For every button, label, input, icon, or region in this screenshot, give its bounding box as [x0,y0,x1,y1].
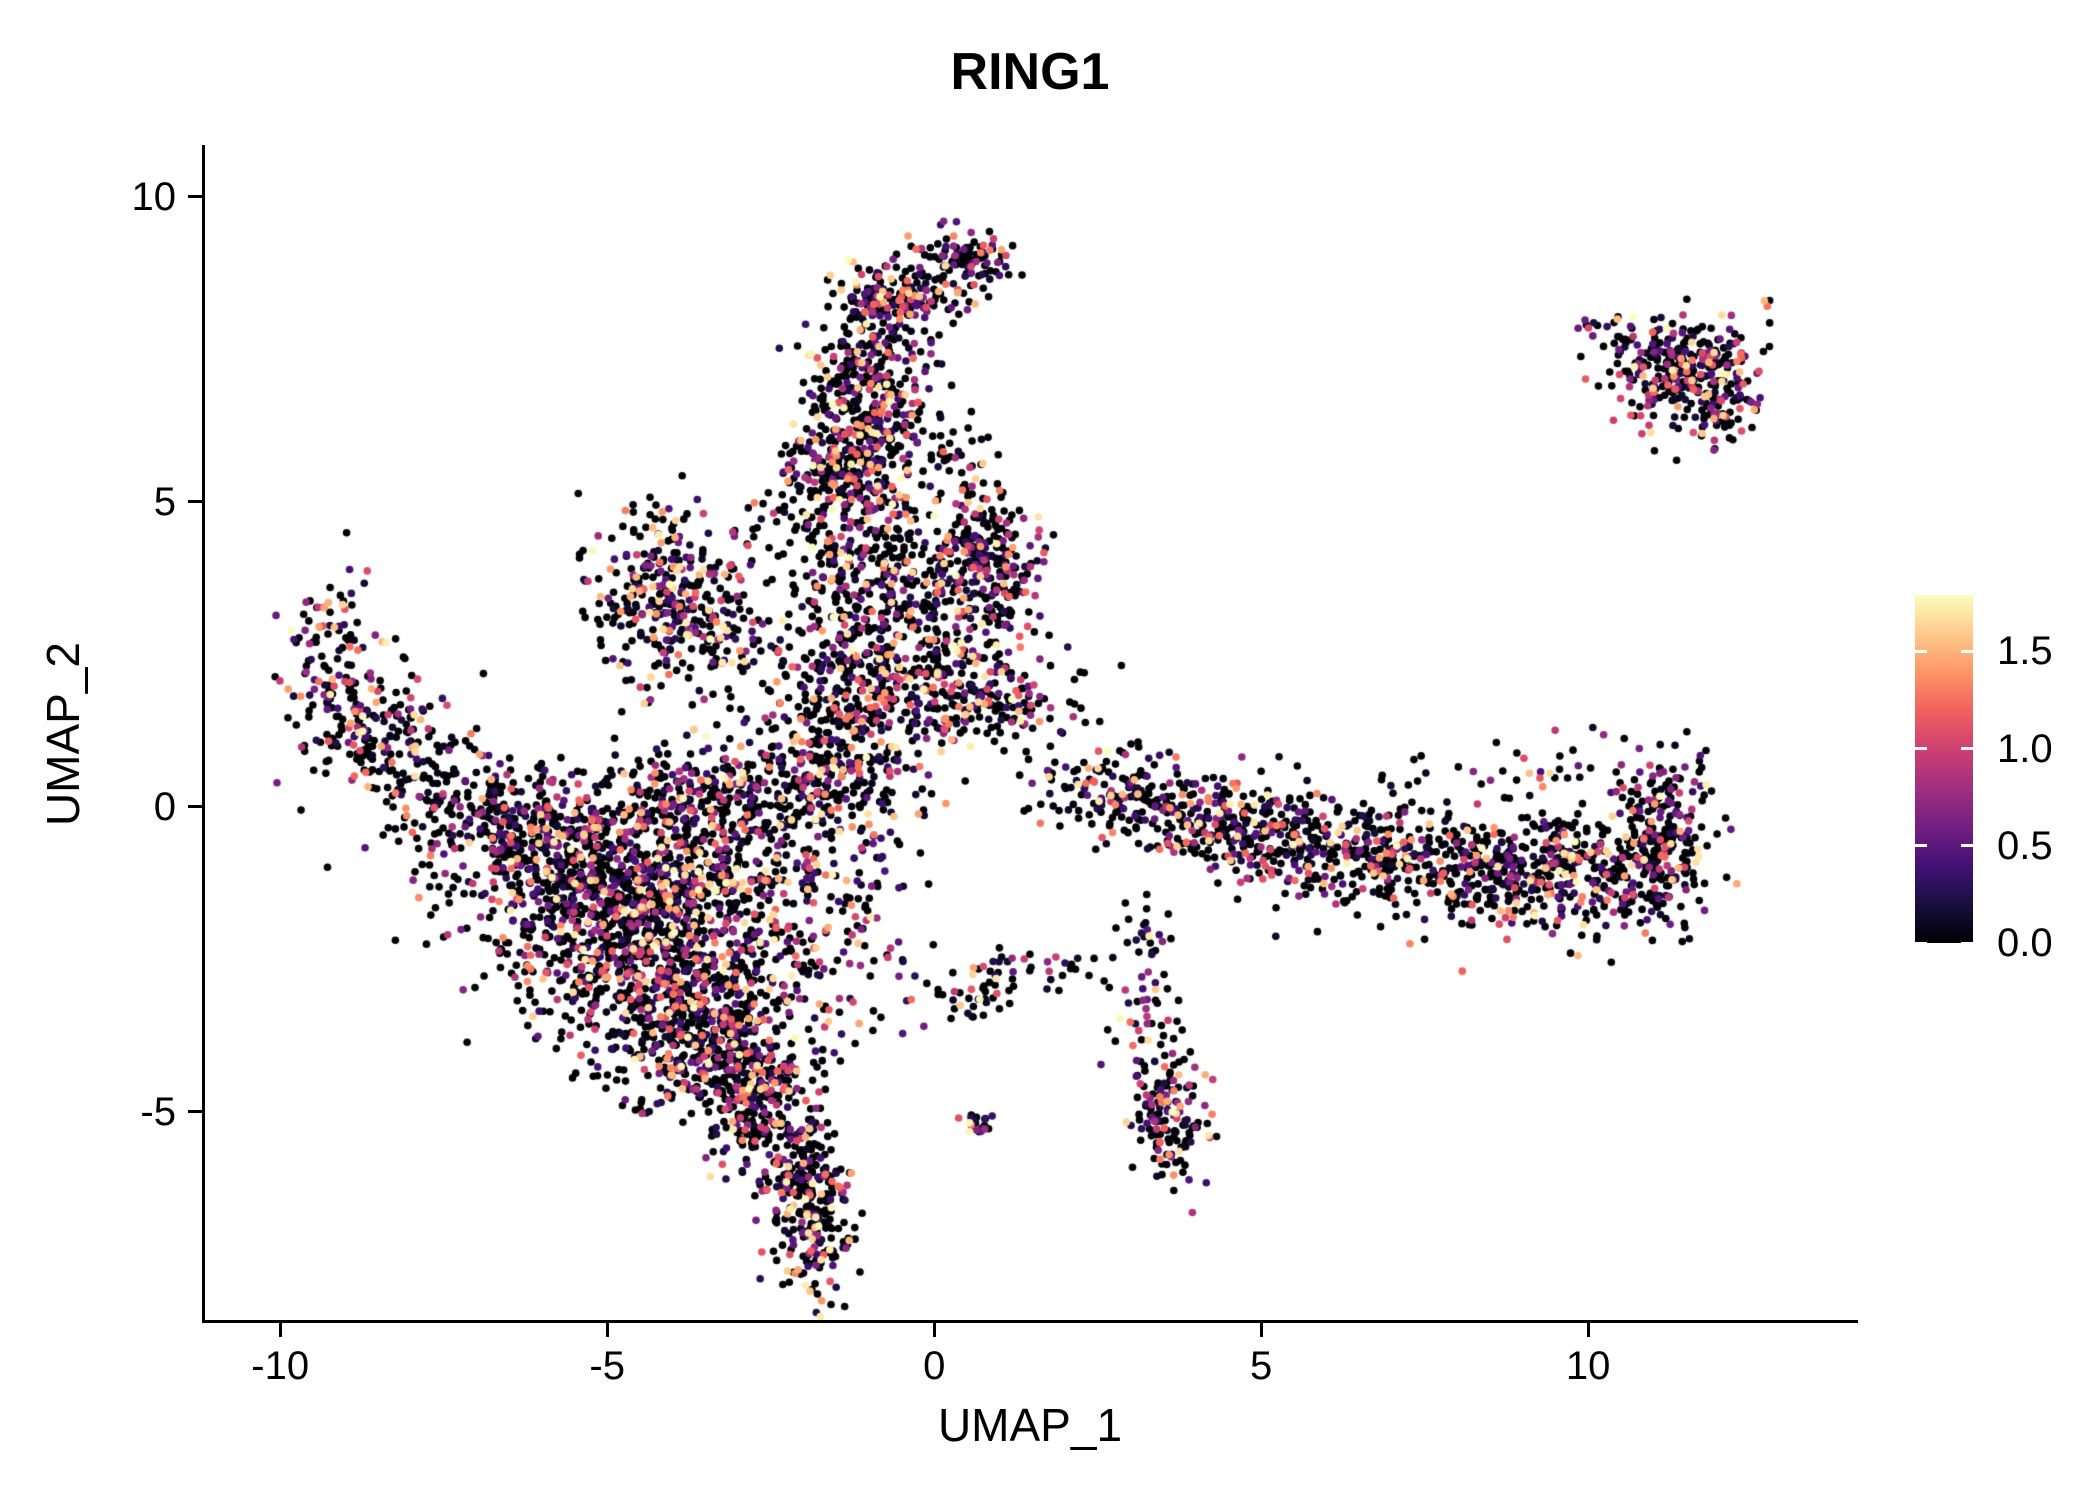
x-axis-label: UMAP_1 [937,1399,1123,1451]
colorbar-tick-label: 1.5 [1997,629,2053,674]
y-tick-label: -5 [140,1089,176,1134]
x-tick [278,1323,282,1337]
x-tick-label: 5 [1250,1344,1273,1388]
y-tick-label: 5 [153,479,176,524]
x-tick-label: -10 [251,1344,310,1388]
colorbar-tick [1961,747,1973,751]
scatter-canvas [205,145,1855,1320]
colorbar-tick-label: 0.5 [1997,823,2053,868]
colorbar [1915,595,1973,943]
y-axis-line [202,145,205,1323]
y-tick-label: 10 [131,174,177,219]
x-tick-label: 0 [923,1344,946,1388]
x-tick-label: 10 [1565,1344,1611,1388]
y-tick [188,500,202,504]
x-tick [605,1323,609,1337]
colorbar-tick-label: 1.0 [1997,726,2053,771]
x-axis-line [202,1320,1858,1323]
x-tick [932,1323,936,1337]
chart-title: RING1 [950,43,1110,101]
y-tick [188,1110,202,1114]
colorbar-tick [1961,844,1973,848]
colorbar-tick-label: 0.0 [1997,921,2053,965]
y-tick [188,805,202,809]
colorbar-tick [1915,649,1927,653]
x-tick [1586,1323,1590,1337]
x-tick-label: -5 [589,1344,625,1388]
colorbar-tick [1915,844,1927,848]
colorbar-tick [1915,747,1927,751]
x-tick [1259,1323,1263,1337]
colorbar-tick [1961,649,1973,653]
y-axis-label: UMAP_2 [37,641,89,827]
y-tick [188,195,202,199]
colorbar-tick [1915,941,1927,945]
colorbar-tick [1961,941,1973,945]
y-tick-label: 0 [153,784,176,829]
